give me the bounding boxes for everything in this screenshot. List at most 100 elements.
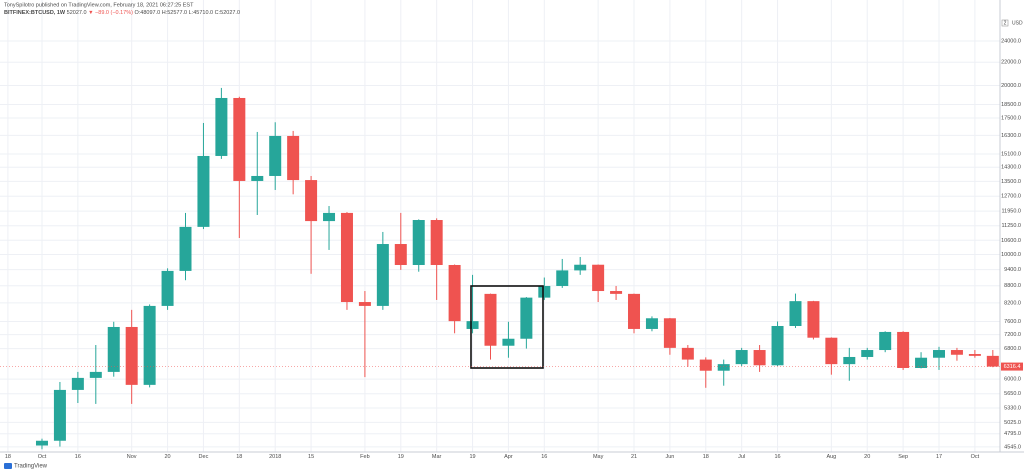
candles [35,87,999,450]
candle-body [143,305,156,385]
candle-body [663,318,676,348]
candle-body [556,270,569,286]
candle-body [233,97,246,181]
x-tick-label: Dec [199,454,209,460]
y-tick-label: 7600.0 [1004,319,1021,325]
y-tick-label: 6000.0 [1004,377,1021,383]
axis-badge: 2 [1004,20,1007,26]
candle-body [753,350,766,366]
axis-badge-box [1001,19,1009,27]
candle-body [251,175,264,181]
candle-body [843,356,856,365]
y-tick-label: 20000.0 [1001,83,1021,89]
candle-body [717,364,730,371]
candle-body [538,285,551,298]
candle-body [968,354,981,356]
candle-body [645,318,658,329]
candle-body [933,350,946,358]
y-tick-label: 4545.0 [1004,444,1021,450]
x-tick-label: Sep [898,454,908,460]
y-tick-label: 17500.0 [1001,115,1021,121]
y-tick-label: 6800.0 [1004,346,1021,352]
y-tick-label: 11950.0 [1002,209,1021,215]
quote-last: 52027.0 [67,10,87,16]
last-price-box [1001,362,1023,371]
candle-body [915,357,928,368]
y-tick-label: 5650.0 [1004,391,1021,397]
y-tick-label: 10600.0 [1001,238,1021,244]
x-tick-label: Mar [432,454,442,460]
candle-body [825,337,838,365]
candle-body [376,244,389,306]
x-tick-label: 16 [75,454,81,460]
quote-open: O:48097.0 [135,10,161,16]
candle-body [215,97,228,156]
candle-body [179,226,192,271]
currency: USD [1012,20,1023,26]
candle-body [71,377,84,390]
x-tick-label: Oct [971,454,980,460]
attribution: TonySpilotro published on TradingView.co… [4,2,194,8]
symbol-title: BITFINEX:BTCUSD, 1W [4,10,66,16]
candle-body [986,355,999,367]
candle-body [520,297,533,339]
quote-low: L:45710.0 [189,10,213,16]
candle-body [610,291,623,294]
y-tick-label: 8800.0 [1004,283,1021,289]
x-tick-label: 21 [631,454,637,460]
candle-body [161,270,174,306]
x-tick-label: 20 [864,454,870,460]
candle-body [861,350,874,357]
quote-high: H:52577.0 [162,10,187,16]
candle-body [950,350,963,355]
grid [0,0,1000,452]
candle-body [592,264,605,292]
candle-body [484,293,497,346]
candle-body [412,220,425,265]
x-tick-label: 18 [5,454,11,460]
y-tick-label: 18500.0 [1001,102,1021,108]
y-tick-label: 5330.0 [1004,405,1021,411]
candle-body [681,347,694,360]
y-tick-label: 12700.0 [1001,194,1021,200]
x-tick-label: Apr [504,454,513,460]
x-tick-label: 16 [774,454,780,460]
candle-body [394,244,407,265]
y-tick-label: 10000.0 [1001,252,1021,258]
candle-body [269,135,282,176]
y-tick-label: 4795.0 [1004,431,1021,437]
candle-body [807,301,820,338]
y-tick-label: 9400.0 [1004,267,1021,273]
candle-body [305,180,318,222]
quote-close: C:52027.0 [215,10,240,16]
candle-body [771,325,784,366]
candle-body [53,389,66,441]
x-tick-label: 18 [236,454,242,460]
highlight-box [470,285,544,369]
x-tick-label: 18 [703,454,709,460]
x-tick-label: May [593,454,604,460]
candle-body [574,264,587,271]
candle-body [789,301,802,326]
candle-body [699,359,712,371]
candle-body [430,220,443,265]
candle-body [628,293,641,329]
x-tick-label: 16 [541,454,547,460]
x-tick-label: Aug [826,454,836,460]
candle-body [89,371,102,378]
candle-body [35,440,48,446]
y-tick-label: 14300.0 [1001,165,1021,171]
candle-body [502,338,515,346]
candle-body [897,331,910,368]
candle-body [287,135,300,181]
y-tick-label: 7200.0 [1004,332,1021,338]
x-tick-label: Jun [665,454,674,460]
logo: TradingView [14,464,48,470]
y-tick-label: 5025.0 [1004,420,1021,426]
candle-body [125,326,138,385]
candle-body [340,212,353,303]
x-tick-label: Jul [738,454,745,460]
candle-body [197,155,210,227]
y-tick-label: 11250.0 [1002,223,1021,229]
